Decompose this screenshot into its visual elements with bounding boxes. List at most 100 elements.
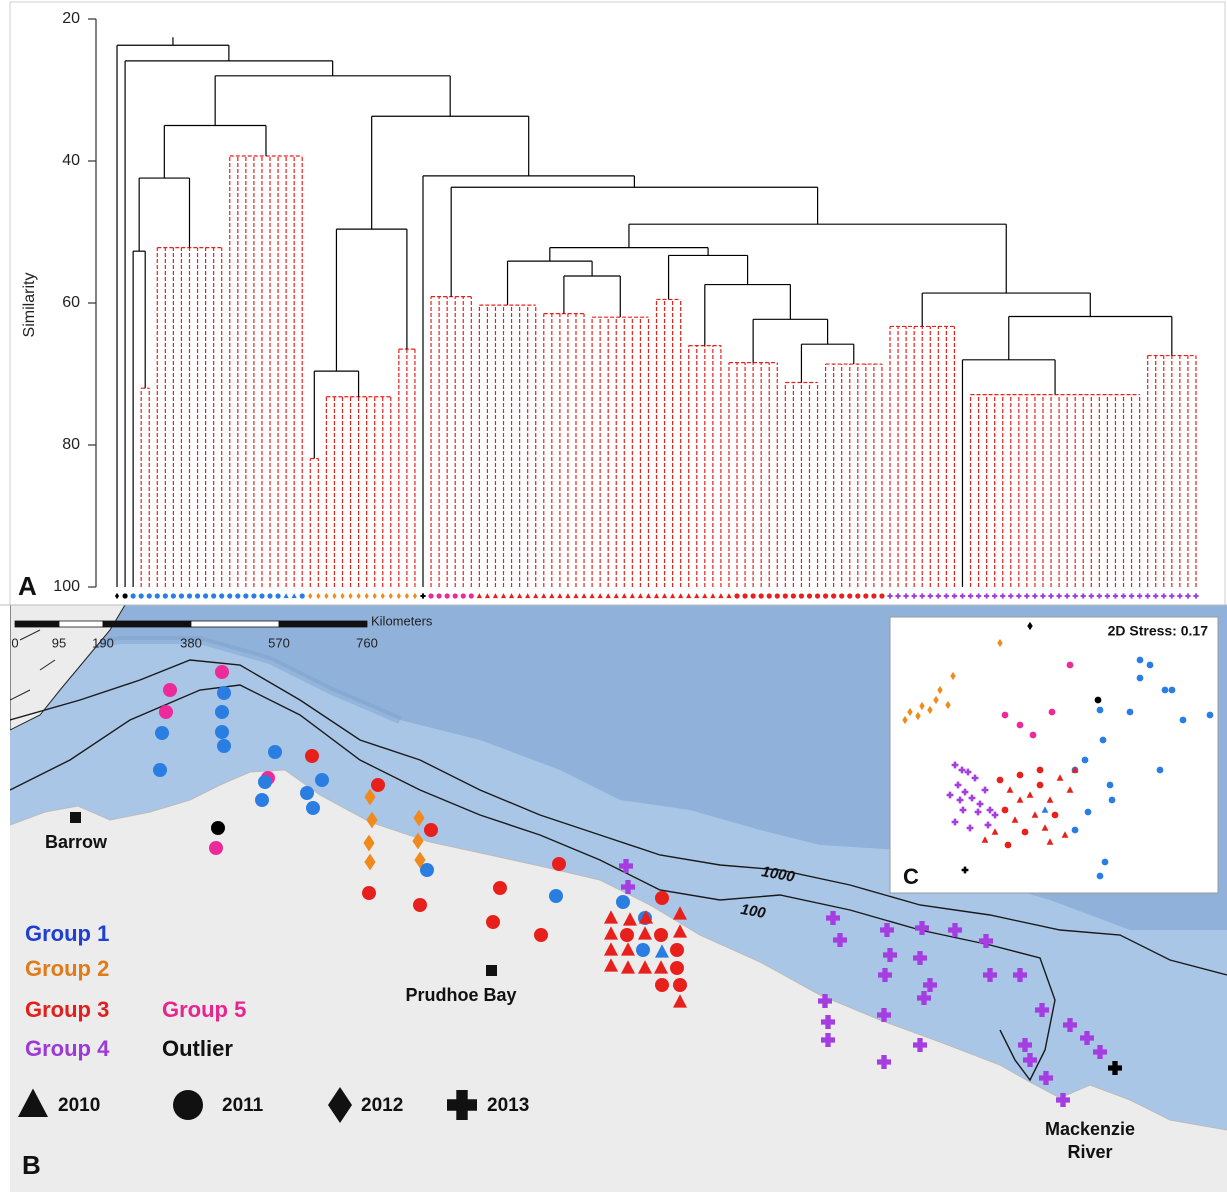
leaf-marker (251, 593, 256, 598)
station-marker (159, 705, 173, 719)
nmds-frame (890, 617, 1218, 893)
leaf-marker (759, 593, 764, 598)
nmds-point (1022, 829, 1029, 836)
station-marker (655, 891, 669, 905)
scale-unit: Kilometers (371, 613, 433, 628)
station-marker (616, 895, 630, 909)
y-tick-label: 80 (62, 436, 80, 453)
nmds-point (1180, 717, 1187, 724)
station-marker (217, 739, 231, 753)
leaf-marker (227, 593, 232, 598)
station-marker (306, 801, 320, 815)
y-tick-label: 20 (62, 10, 80, 27)
nmds-point (1147, 662, 1154, 669)
leaf-marker (839, 593, 844, 598)
town-marker (486, 965, 497, 976)
station-marker (636, 943, 650, 957)
nmds-point (1169, 687, 1176, 694)
station-marker (534, 928, 548, 942)
nmds-point (1002, 712, 1009, 719)
scale-tick-label: 760 (356, 635, 378, 650)
leaf-marker (131, 593, 136, 598)
nmds-point (1109, 797, 1116, 804)
leaf-marker (871, 593, 876, 598)
nmds-point (1207, 712, 1214, 719)
leaf-marker (211, 593, 216, 598)
legend-label: Outlier (162, 1036, 233, 1061)
station-marker (268, 745, 282, 759)
station-marker (655, 978, 669, 992)
station-marker (670, 961, 684, 975)
leaf-marker (243, 593, 248, 598)
leaf-marker (751, 593, 756, 598)
panel-label: A (18, 571, 37, 601)
station-marker (255, 793, 269, 807)
nmds-point (1100, 737, 1107, 744)
place-label: Prudhoe Bay (405, 985, 516, 1005)
panel-label: C (903, 864, 919, 889)
station-marker (549, 889, 563, 903)
station-marker (620, 928, 634, 942)
nmds-point (1002, 807, 1009, 814)
station-marker (217, 686, 231, 700)
station-marker (215, 705, 229, 719)
nmds-point (1052, 812, 1059, 819)
nmds-point (1097, 873, 1104, 880)
nmds-point (1102, 859, 1109, 866)
scale-tick-label: 190 (92, 635, 114, 650)
nmds-point (1049, 709, 1056, 716)
station-marker (215, 725, 229, 739)
nmds-point (1097, 707, 1104, 714)
station-marker (362, 886, 376, 900)
scale-tick-label: 0 (11, 635, 18, 650)
nmds-point (1085, 809, 1092, 816)
leaf-marker (195, 593, 200, 598)
panel-label: B (22, 1150, 41, 1180)
nmds-point (1095, 697, 1102, 704)
leaf-marker (879, 593, 884, 598)
scale-tick-label: 570 (268, 635, 290, 650)
scale-segment (59, 621, 103, 627)
nmds-point (1072, 827, 1079, 834)
station-marker (654, 928, 668, 942)
legend-label: 2010 (58, 1095, 100, 1116)
legend-label: Group 4 (25, 1036, 110, 1061)
nmds-point (1137, 675, 1144, 682)
place-label: River (1067, 1142, 1112, 1162)
legend-label: Group 1 (25, 921, 109, 946)
scale-tick-label: 380 (180, 635, 202, 650)
nmds-point (1005, 842, 1012, 849)
nmds-point (1037, 767, 1044, 774)
station-marker (371, 778, 385, 792)
nmds-point (1030, 732, 1037, 739)
leaf-marker (163, 593, 168, 598)
station-marker (209, 841, 223, 855)
stress-label: 2D Stress: 0.17 (1108, 623, 1209, 639)
leaf-marker (453, 593, 458, 598)
scale-tick-label: 95 (52, 635, 66, 650)
nmds-point (997, 777, 1004, 784)
y-tick-label: 60 (62, 294, 80, 311)
station-marker (424, 823, 438, 837)
nmds-point (1162, 687, 1169, 694)
leaf-marker (203, 593, 208, 598)
leaf-marker (799, 593, 804, 598)
leaf-marker (275, 593, 280, 598)
leaf-marker (863, 593, 868, 598)
leaf-marker (783, 593, 788, 598)
station-marker (413, 898, 427, 912)
station-marker (215, 665, 229, 679)
station-marker (300, 786, 314, 800)
station-marker (155, 726, 169, 740)
station-marker (552, 857, 566, 871)
leaf-marker (734, 593, 739, 598)
y-axis-title: Similarity (21, 273, 38, 338)
nmds-point (1157, 767, 1164, 774)
leaf-marker (437, 593, 442, 598)
scale-segment (279, 621, 367, 627)
nmds-point (1127, 709, 1134, 716)
station-marker (153, 763, 167, 777)
nmds-point (1017, 722, 1024, 729)
leaf-marker (428, 593, 433, 598)
leaf-marker (831, 593, 836, 598)
